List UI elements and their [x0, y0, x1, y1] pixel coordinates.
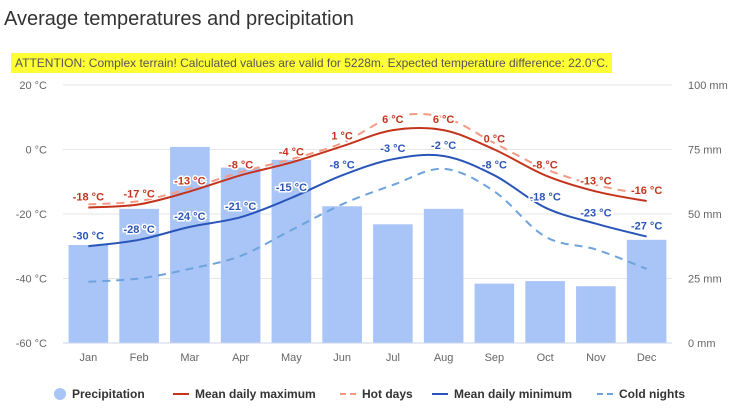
legend-precipitation[interactable]: Precipitation [54, 384, 145, 404]
x-tick-label: Feb [130, 352, 149, 364]
temperature-data-label: -3 °C [380, 143, 405, 155]
precipitation-bar [373, 224, 413, 343]
precipitation-bar [423, 208, 464, 343]
precipitation-bar [271, 159, 312, 343]
legend-label: Mean daily minimum [454, 387, 573, 401]
temperature-data-label: 6 °C [382, 114, 404, 126]
precipitation-bar [576, 286, 616, 343]
legend: Precipitation Mean daily maximum Hot day… [0, 384, 746, 404]
data-labels: -18 °C -17 °C -13 °C -8 °C -4 °C 1 °C 6 °C 6 °C… [71, 113, 664, 244]
temperature-data-label: -8 °C [533, 159, 558, 171]
y-left-tick-label: -60 °C [16, 338, 47, 350]
left-axis-ticks: -60 °C -40 °C -20 °C 0 °C 20 °C [16, 80, 47, 350]
x-axis-ticks: Jan Feb Mar Apr May Jun Jul Aug Sep Oct Nov Dec [63, 342, 672, 364]
temperature-data-label: -17 °C [123, 188, 154, 200]
y-left-tick-label: 0 °C [25, 145, 47, 157]
precipitation-bar [626, 239, 667, 343]
x-tick-label: Nov [586, 352, 606, 364]
x-tick-label: Aug [434, 352, 454, 364]
precipitation-bar [474, 283, 515, 343]
temperature-data-label: 6 °C [433, 114, 455, 126]
y-right-tick-label: 100 mm [688, 80, 728, 92]
x-tick-label: Oct [537, 352, 554, 364]
precipitation-legend-icon [54, 388, 66, 400]
y-right-tick-label: 75 mm [688, 145, 722, 157]
precipitation-bar [525, 281, 565, 343]
chart-title: Average temperatures and precipitation [4, 8, 354, 30]
temperature-data-label: -24 °C [174, 211, 205, 223]
mean-daily-minimum-line [88, 153, 647, 248]
temperature-data-label: -8 °C [228, 159, 253, 171]
mean-daily-maximum-line [88, 126, 647, 209]
precipitation-bar [119, 208, 159, 343]
x-tick-label: Apr [232, 352, 249, 364]
hot-days-legend-icon [340, 393, 356, 395]
x-tick-label: Jul [386, 352, 400, 364]
hot-days-line [88, 113, 647, 206]
temperature-data-label: -21 °C [225, 201, 256, 213]
temperature-data-label: 0 °C [484, 134, 506, 146]
temperature-data-label: -27 °C [631, 221, 662, 233]
y-left-tick-label: 20 °C [19, 80, 47, 92]
x-tick-label: Dec [637, 352, 657, 364]
temperature-data-label: -30 °C [73, 230, 104, 242]
y-left-tick-label: -40 °C [16, 274, 47, 286]
temperature-data-label: -4 °C [279, 146, 304, 158]
legend-hot-days[interactable]: Hot days [340, 384, 413, 404]
legend-mean-daily-minimum[interactable]: Mean daily minimum [432, 384, 572, 404]
y-left-tick-label: -20 °C [16, 209, 47, 221]
legend-mean-daily-maximum[interactable]: Mean daily maximum [173, 384, 316, 404]
min-line-legend-icon [432, 393, 448, 395]
legend-cold-nights[interactable]: Cold nights [597, 384, 685, 404]
x-tick-label: Jun [333, 352, 351, 364]
precipitation-bar [68, 244, 109, 343]
y-right-tick-label: 50 mm [688, 209, 722, 221]
temperature-data-label: 1 °C [331, 130, 353, 142]
cold-nights-line [88, 167, 647, 283]
temperature-data-label: -13 °C [580, 175, 611, 187]
legend-label: Precipitation [72, 387, 145, 401]
precipitation-bar [322, 206, 362, 343]
temperature-data-label: -15 °C [276, 182, 307, 194]
temperature-lines [88, 113, 647, 283]
temperature-data-label: -2 °C [431, 140, 456, 152]
legend-label: Hot days [362, 387, 413, 401]
y-right-tick-label: 0 mm [688, 338, 716, 350]
x-tick-label: Mar [180, 352, 199, 364]
temperature-data-label: -23 °C [580, 208, 611, 220]
temperature-data-label: -16 °C [631, 185, 662, 197]
temperature-data-label: -13 °C [174, 175, 205, 187]
max-line-legend-icon [173, 393, 189, 395]
temperature-data-label: -18 °C [529, 192, 560, 204]
x-tick-label: May [281, 352, 302, 364]
temperature-data-label: -18 °C [73, 192, 104, 204]
temperature-data-label: -8 °C [482, 159, 507, 171]
right-axis-ticks: 0 mm 25 mm 50 mm 75 mm 100 mm [688, 80, 728, 350]
legend-label: Mean daily maximum [195, 387, 316, 401]
y-right-tick-label: 25 mm [688, 274, 722, 286]
climate-chart: -60 °C -40 °C -20 °C 0 °C 20 °C 0 mm 25 mm 50 … [16, 80, 728, 364]
attention-banner: ATTENTION: Complex terrain! Calculated v… [11, 53, 613, 73]
x-tick-label: Jan [80, 352, 98, 364]
temperature-data-label: -8 °C [330, 159, 355, 171]
cold-nights-legend-icon [597, 393, 613, 395]
precipitation-bars [68, 146, 667, 343]
precipitation-bar [170, 146, 210, 343]
temperature-data-label: -28 °C [123, 224, 154, 236]
legend-label: Cold nights [619, 387, 685, 401]
x-tick-label: Sep [485, 352, 505, 364]
